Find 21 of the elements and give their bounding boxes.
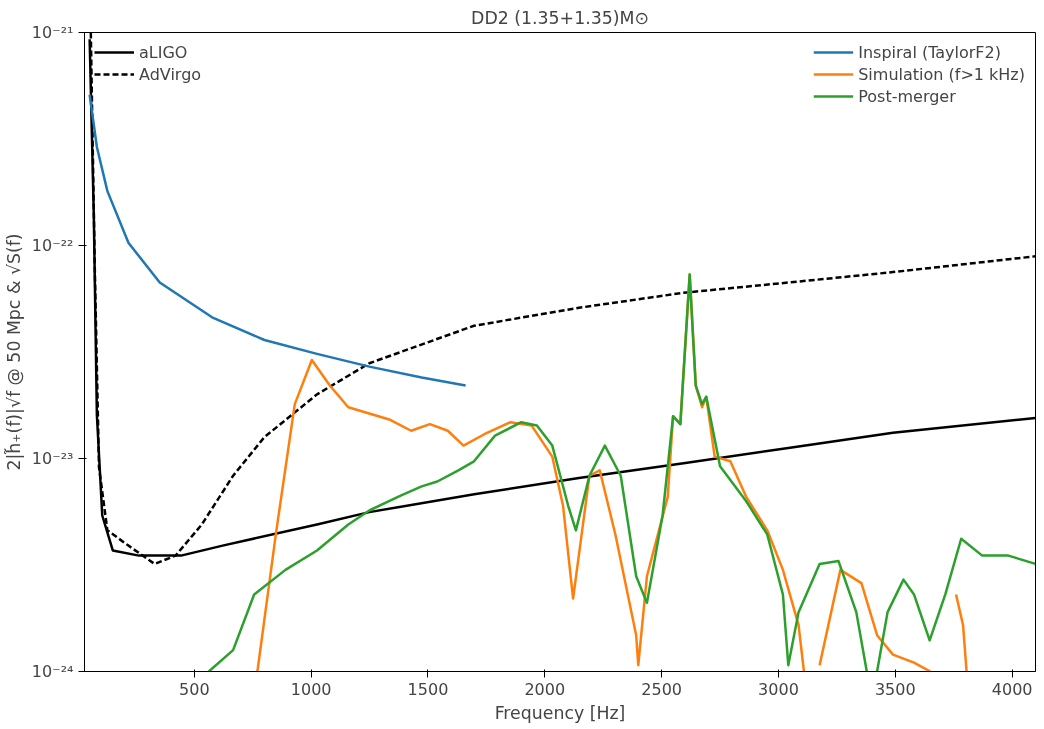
x-tick-label: 4000 xyxy=(991,679,1033,699)
x-tick-label: 3500 xyxy=(874,679,916,699)
x-tick-label: 3000 xyxy=(758,679,799,699)
x-axis-title: Frequency [Hz] xyxy=(494,702,626,723)
legend-label: Inspiral (TaylorF2) xyxy=(858,42,1001,62)
legend-label: Simulation (f>1 kHz) xyxy=(858,64,1025,84)
line-series xyxy=(88,93,467,387)
legend-label: Post-merger xyxy=(858,86,956,106)
legend-label: aLIGO xyxy=(139,42,188,62)
chart-title: DD2 (1.35+1.35)M⊙ xyxy=(471,7,649,28)
y-axis-title: 2|h̃₊(f)|√f @ 50 Mpc & √S(f) xyxy=(3,233,24,471)
x-tick-label: 1500 xyxy=(407,679,449,699)
y-tick-label: 10⁻²² xyxy=(31,236,74,255)
y-tick-label: 10⁻²¹ xyxy=(31,23,74,42)
y-tick-label: 10⁻²⁴ xyxy=(31,662,74,681)
x-tick-label: 2500 xyxy=(641,679,682,699)
legend-label: AdVirgo xyxy=(139,64,202,84)
x-tick-label: 2000 xyxy=(524,679,566,699)
x-tick-label: 1000 xyxy=(290,679,332,699)
y-tick-label: 10⁻²³ xyxy=(31,449,74,468)
x-tick-label: 500 xyxy=(179,679,210,699)
